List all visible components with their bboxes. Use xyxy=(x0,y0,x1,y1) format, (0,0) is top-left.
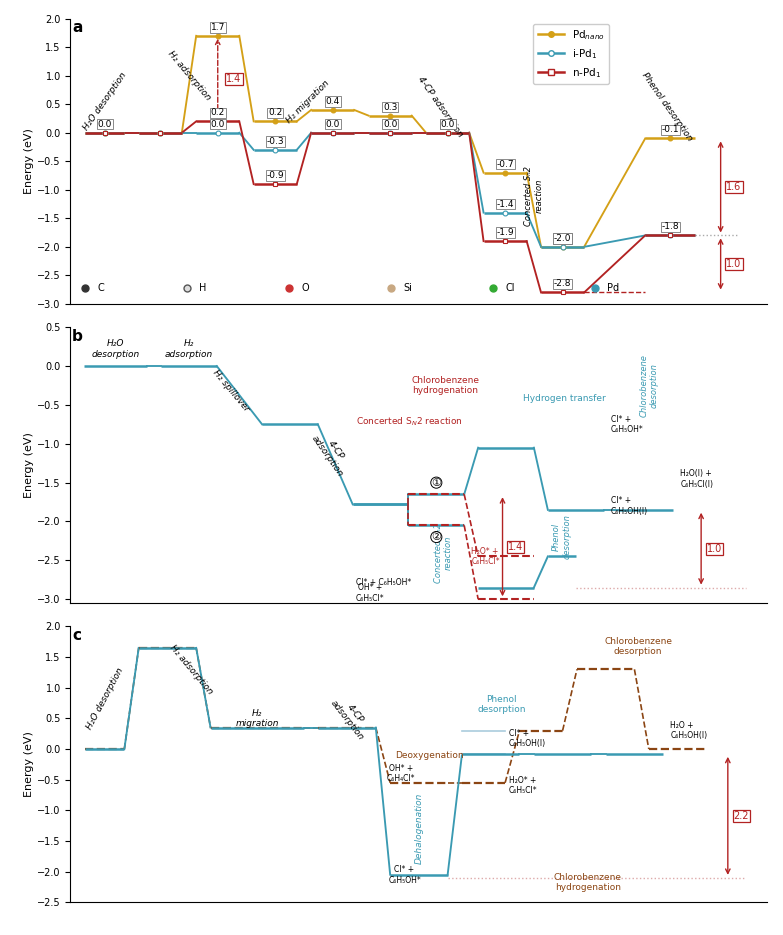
Y-axis label: Energy (eV): Energy (eV) xyxy=(24,128,34,194)
Text: 1.7: 1.7 xyxy=(211,22,225,32)
Text: H₂ spillover: H₂ spillover xyxy=(211,368,251,413)
Text: Pd: Pd xyxy=(607,283,619,293)
Text: 0.0: 0.0 xyxy=(441,120,455,129)
Text: 4-CP
adsorption: 4-CP adsorption xyxy=(310,428,354,479)
Text: 1.0: 1.0 xyxy=(707,543,722,554)
Text: Chlorobenzene
desorption: Chlorobenzene desorption xyxy=(604,637,672,656)
Text: Concerted Sₙ2
reaction: Concerted Sₙ2 reaction xyxy=(524,165,543,225)
Text: H₂ adsorption: H₂ adsorption xyxy=(168,643,215,696)
Text: Si: Si xyxy=(403,283,412,293)
Text: Chlorobenzene
hydrogenation: Chlorobenzene hydrogenation xyxy=(554,872,622,892)
Text: 1.0: 1.0 xyxy=(727,259,742,269)
Text: 1.4: 1.4 xyxy=(508,541,523,552)
Text: O: O xyxy=(301,283,309,293)
Text: a: a xyxy=(72,20,82,35)
Text: H₂O
desorption: H₂O desorption xyxy=(92,339,140,359)
Text: 0.0: 0.0 xyxy=(97,120,112,129)
Y-axis label: Energy (eV): Energy (eV) xyxy=(24,432,34,498)
Text: -0.1: -0.1 xyxy=(662,125,679,135)
Legend: Pd$_{nano}$, i-Pd$_1$, n-Pd$_1$: Pd$_{nano}$, i-Pd$_1$, n-Pd$_1$ xyxy=(533,24,609,84)
Text: H₂O +
C₆H₅OH(l): H₂O + C₆H₅OH(l) xyxy=(670,721,708,740)
Text: Phenol desorption: Phenol desorption xyxy=(640,71,694,143)
Text: H: H xyxy=(199,283,207,293)
Text: H₂O(l) +
C₆H₅Cl(l): H₂O(l) + C₆H₅Cl(l) xyxy=(680,469,713,488)
Text: 0.0: 0.0 xyxy=(383,120,397,129)
Text: ②: ② xyxy=(431,532,442,542)
Text: -0.3: -0.3 xyxy=(266,137,284,146)
Text: Dehalogenation: Dehalogenation xyxy=(414,793,424,865)
Text: 4-CP
adsorption: 4-CP adsorption xyxy=(328,692,373,742)
Text: Cl: Cl xyxy=(505,283,514,293)
Text: Chlorobenzene
desorption: Chlorobenzene desorption xyxy=(639,354,659,417)
Text: b: b xyxy=(72,329,83,344)
Text: H₂O* +
C₆H₅Cl*: H₂O* + C₆H₅Cl* xyxy=(509,776,537,795)
Text: Hydrogen transfer: Hydrogen transfer xyxy=(524,394,606,403)
Text: -2.0: -2.0 xyxy=(554,234,572,243)
Text: Cl* +
C₆H₅OH*: Cl* + C₆H₅OH* xyxy=(611,415,644,434)
Text: H₂
adsorption: H₂ adsorption xyxy=(164,339,213,359)
Text: 2.2: 2.2 xyxy=(734,811,749,821)
Y-axis label: Energy (eV): Energy (eV) xyxy=(24,731,34,798)
Text: -0.7: -0.7 xyxy=(496,160,514,168)
Text: 0.2: 0.2 xyxy=(211,108,225,118)
Text: Deoxygenation: Deoxygenation xyxy=(395,751,464,760)
Text: Cl* + C₆H₅OH*: Cl* + C₆H₅OH* xyxy=(356,578,412,587)
Text: H₂O* +
C₆H₅Cl*: H₂O* + C₆H₅Cl* xyxy=(471,547,500,567)
Text: H₂
migration: H₂ migration xyxy=(236,709,279,728)
Text: Concerted Sₙ2
reaction: Concerted Sₙ2 reaction xyxy=(434,523,453,583)
Text: Phenol
desorption: Phenol desorption xyxy=(552,514,572,559)
Text: -1.9: -1.9 xyxy=(496,228,514,237)
Text: Concerted S$_N$2 reaction: Concerted S$_N$2 reaction xyxy=(356,415,463,428)
Text: 0.0: 0.0 xyxy=(441,120,455,129)
Text: -1.4: -1.4 xyxy=(496,200,514,209)
Text: 0.4: 0.4 xyxy=(326,97,340,106)
Text: Cl* +
C₆H₅OH(l): Cl* + C₆H₅OH(l) xyxy=(611,496,648,516)
Text: 1.4: 1.4 xyxy=(226,74,242,83)
Text: 0.0: 0.0 xyxy=(326,120,340,129)
Text: 0.2: 0.2 xyxy=(268,108,283,118)
Text: H₂ migration: H₂ migration xyxy=(284,79,330,124)
Text: OH* +
C₆H₄Cl*: OH* + C₆H₄Cl* xyxy=(387,764,415,783)
Text: C: C xyxy=(97,283,104,293)
Text: Cl* +
C₆H₅OH(l): Cl* + C₆H₅OH(l) xyxy=(509,728,546,748)
Text: Chlorobenzene
hydrogenation: Chlorobenzene hydrogenation xyxy=(412,376,480,396)
Text: -1.8: -1.8 xyxy=(662,223,679,232)
Text: 4-CP adsorption: 4-CP adsorption xyxy=(417,75,465,139)
Text: ①: ① xyxy=(431,478,442,488)
Text: H₂O desorption: H₂O desorption xyxy=(81,71,128,132)
Text: OH* +
C₆H₅Cl*: OH* + C₆H₅Cl* xyxy=(355,583,384,603)
Text: 0.3: 0.3 xyxy=(383,103,397,111)
Text: 1.6: 1.6 xyxy=(727,182,742,192)
Text: -2.8: -2.8 xyxy=(554,280,572,289)
Text: -2.0: -2.0 xyxy=(554,234,572,243)
Text: c: c xyxy=(72,627,81,642)
Text: 0.0: 0.0 xyxy=(211,120,225,129)
Text: -0.9: -0.9 xyxy=(266,171,284,180)
Text: H₂ adsorption: H₂ adsorption xyxy=(166,50,212,102)
Text: H₂O desorption: H₂O desorption xyxy=(85,667,125,731)
Text: Cl* +
C₆H₅OH*: Cl* + C₆H₅OH* xyxy=(388,865,421,885)
Text: Phenol
desorption: Phenol desorption xyxy=(478,695,525,714)
